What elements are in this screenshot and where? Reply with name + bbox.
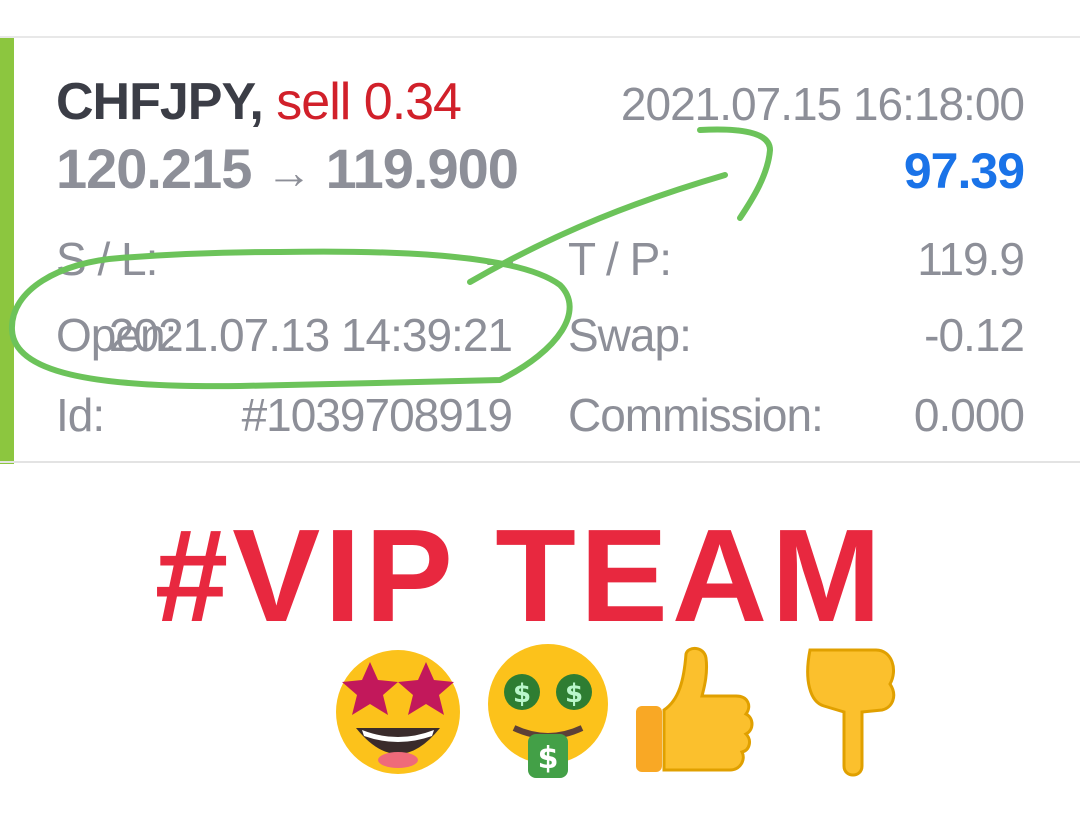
trade-title: CHFJPY, sell 0.34 (56, 73, 462, 131)
vip-team-banner: #VIP TEAM (154, 502, 886, 649)
svg-text:$: $ (513, 679, 531, 709)
pointing-down-icon (806, 648, 896, 777)
swap-label: Swap: (568, 309, 692, 361)
sl-label: S / L: (56, 233, 158, 285)
id-value: #1039708919 (241, 389, 513, 441)
tp-label: T / P: (568, 233, 672, 285)
card-accent-bar (0, 38, 14, 464)
commission-label: Commission: (568, 389, 824, 441)
trade-history-card[interactable]: CHFJPY, sell 0.34 2021.07.15 16:18:00 12… (0, 38, 1080, 464)
thumbs-up-icon (636, 647, 754, 772)
symbol-label: CHFJPY, (56, 73, 264, 131)
swap-value: -0.12 (924, 309, 1025, 361)
close-time: 2021.07.15 16:18:00 (620, 78, 1025, 130)
commission-value: 0.000 (913, 389, 1025, 441)
money-mouth-icon: $ $ $ (488, 644, 608, 778)
open-price: 120.215 (56, 137, 252, 200)
svg-text:$: $ (565, 679, 583, 709)
bottom-divider (0, 461, 1080, 463)
open-time-value: 2021.07.13 14:39:21 (108, 309, 513, 361)
close-price: 119.900 (325, 137, 519, 200)
tp-value: 119.9 (917, 233, 1025, 285)
price-range: 120.215 → 119.900 (56, 141, 519, 198)
svg-text:$: $ (538, 741, 559, 776)
sl-value: – (487, 233, 513, 285)
star-struck-icon (336, 650, 460, 774)
arrow-icon: → (266, 146, 312, 198)
trade-side-volume: sell 0.34 (276, 73, 462, 131)
top-divider (0, 36, 1080, 38)
id-label: Id: (56, 389, 105, 441)
profit-value: 97.39 (903, 143, 1025, 199)
